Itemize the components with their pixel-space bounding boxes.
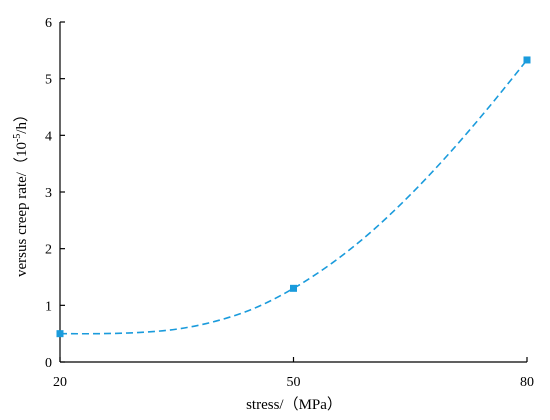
data-point xyxy=(290,284,297,292)
y-tick-label: 0 xyxy=(45,356,52,371)
x-tick-label: 50 xyxy=(287,375,301,390)
y-axis-title: versus creep rate/（10-5/h） xyxy=(12,107,30,277)
axes xyxy=(59,22,527,363)
x-axis-title: stress/（MPa） xyxy=(246,396,342,413)
y-axis-title-base: 10 xyxy=(14,142,30,157)
x-ticks: 20 50 80 xyxy=(53,357,534,390)
y-tick-label: 6 xyxy=(45,16,52,31)
fit-curve-line xyxy=(59,59,528,335)
y-tick-label: 4 xyxy=(45,129,52,144)
y-axis-title-unit: /h） xyxy=(13,107,30,134)
x-tick-label: 20 xyxy=(53,375,67,390)
y-axis-title-main: versus creep rate/（ xyxy=(13,157,30,277)
data-point xyxy=(523,56,531,64)
y-tick-label: 1 xyxy=(45,299,52,314)
y-ticks: 0 1 2 3 4 5 6 xyxy=(45,16,65,371)
plot-area xyxy=(56,56,531,338)
y-tick-label: 3 xyxy=(45,186,52,201)
y-tick-label: 5 xyxy=(45,73,52,88)
y-tick-label: 2 xyxy=(45,243,52,258)
y-axis-title-exponent: -5 xyxy=(12,134,23,142)
data-point xyxy=(56,330,64,338)
x-tick-label: 80 xyxy=(520,375,534,390)
